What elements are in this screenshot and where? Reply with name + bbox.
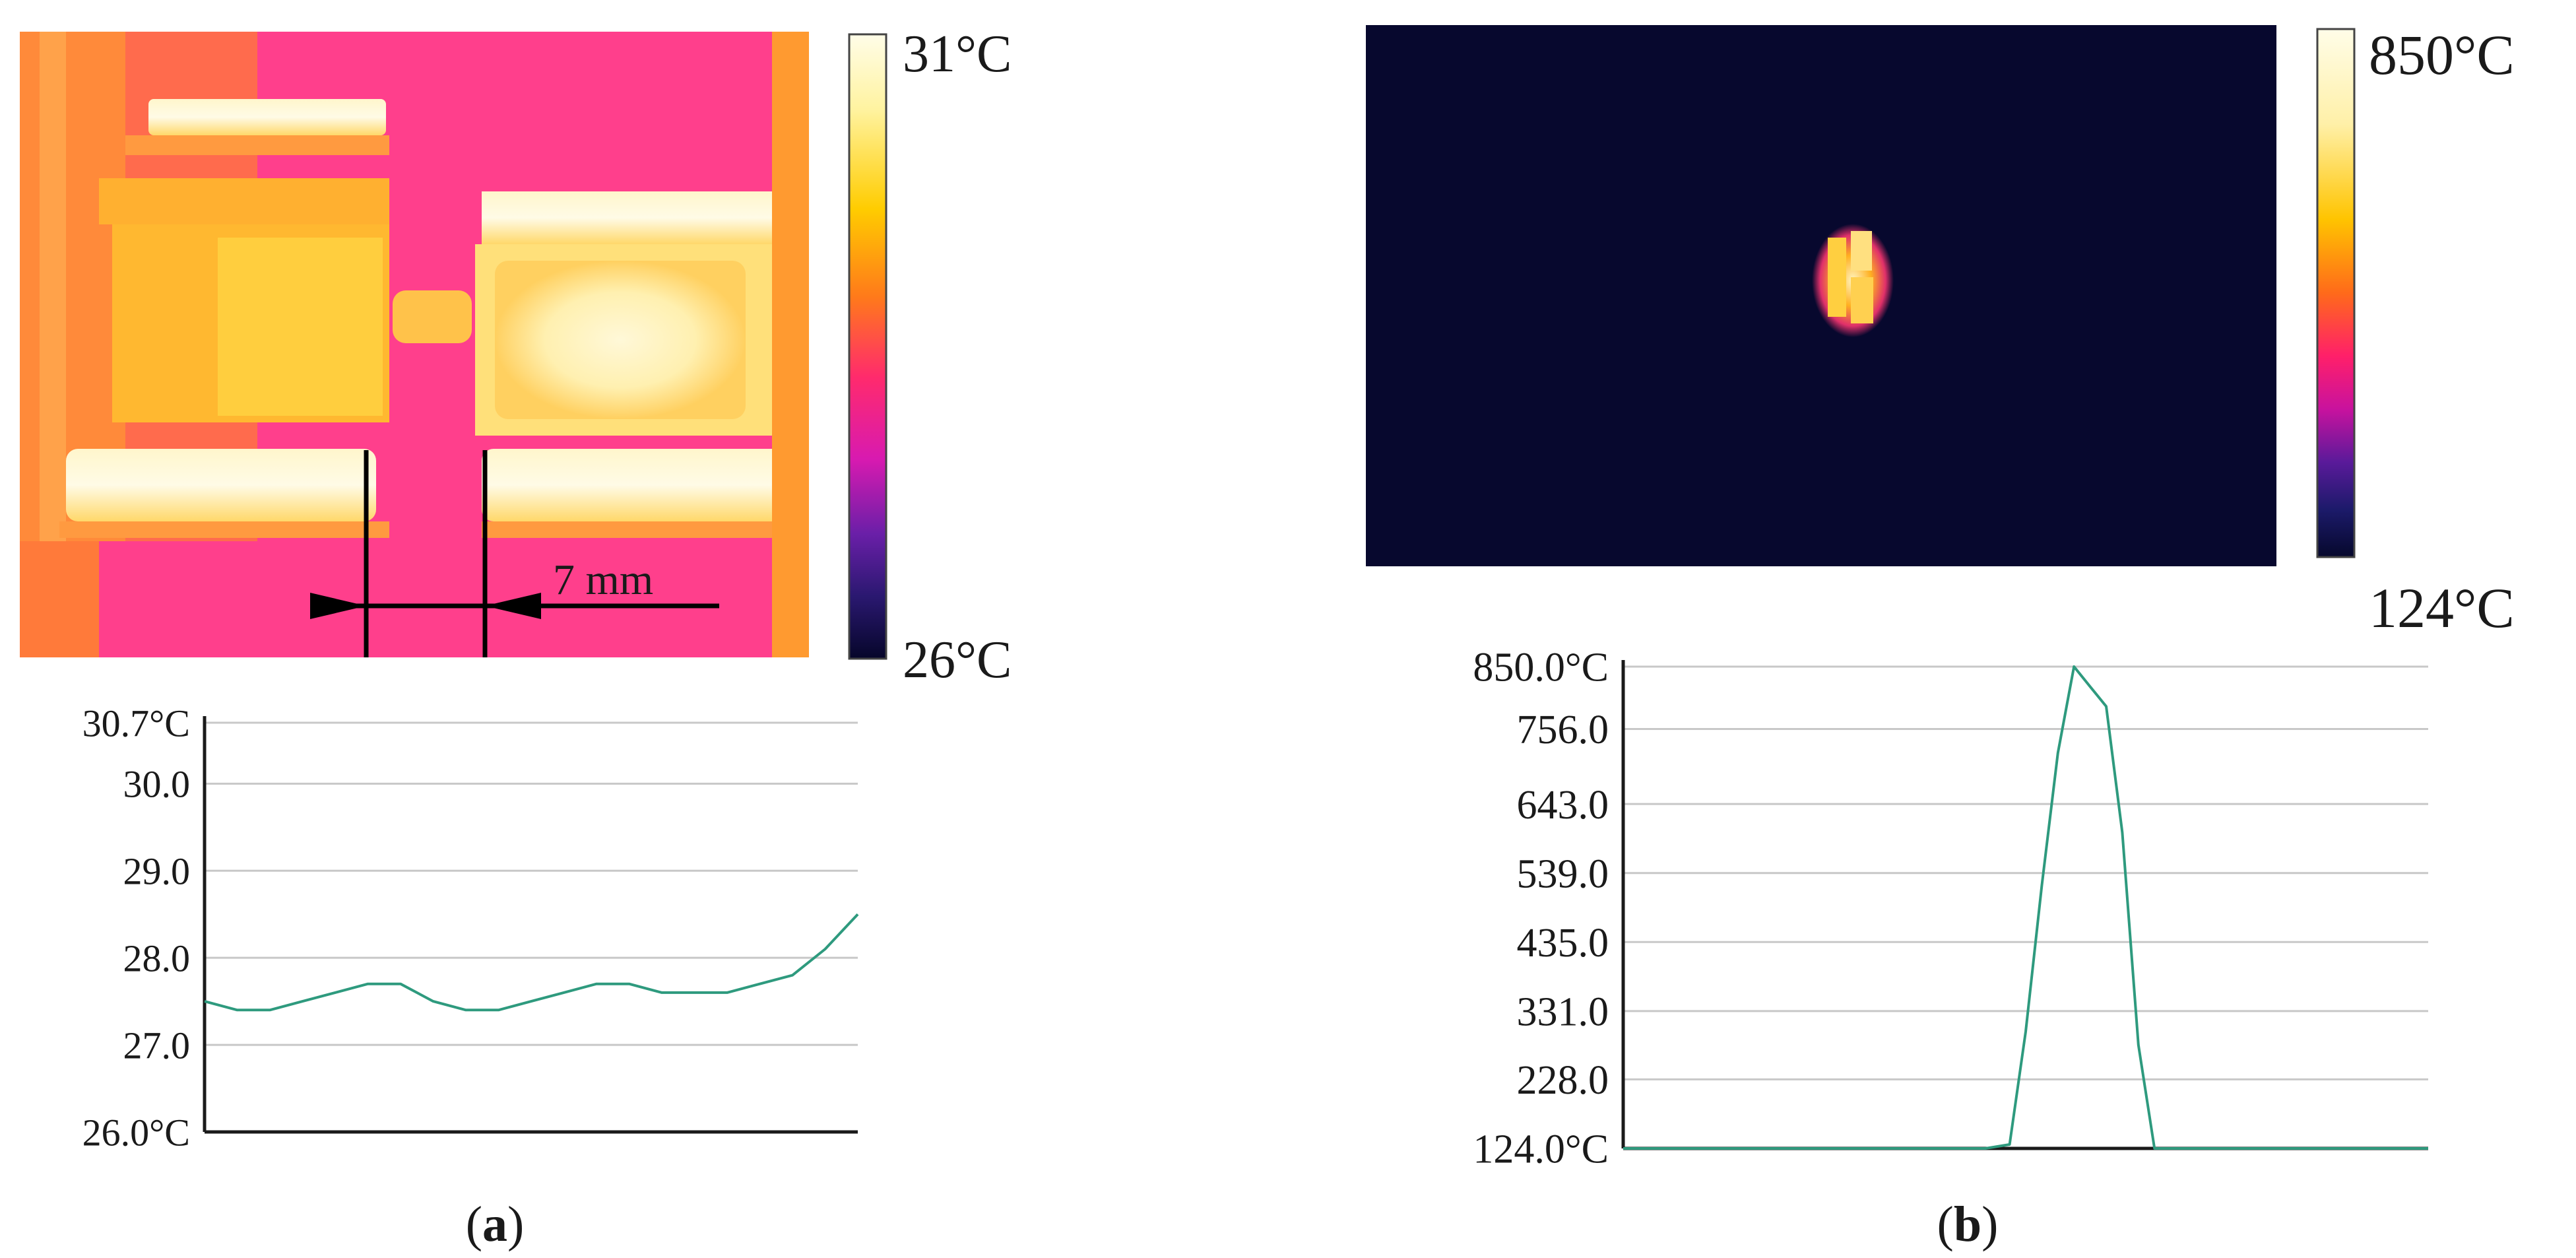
colorbar-a <box>848 33 887 660</box>
y-tick-label: 643.0 <box>1517 783 1609 828</box>
caption-a: (a) <box>466 1197 525 1252</box>
y-tick-label: 30.0 <box>123 763 191 806</box>
series-line <box>1623 665 2428 1150</box>
y-tick-label: 539.0 <box>1517 851 1609 896</box>
colorbar-a-min-label: 26°C <box>903 631 1012 689</box>
dimension-label: 7 mm <box>553 556 653 604</box>
y-tick-label: 228.0 <box>1517 1058 1609 1103</box>
line-chart-b: 850.0°C 756.0 643.0 539.0 435.0 331.0 228.0 124… <box>1473 646 2429 1172</box>
colorbar-b-max-label: 850°C <box>2369 23 2515 86</box>
y-tick-label: 756.0 <box>1517 708 1609 752</box>
colorbar-a-max-label: 31°C <box>903 25 1012 83</box>
thermal-image-b <box>1366 25 2276 566</box>
y-tick-label: 435.0 <box>1517 921 1609 966</box>
y-tick-label: 29.0 <box>123 850 191 893</box>
y-tick-label: 26.0°C <box>82 1111 190 1154</box>
colorbar-b-min-label: 124°C <box>2369 576 2515 640</box>
caption-b: (b) <box>1937 1197 1999 1252</box>
y-tick-label: 124.0°C <box>1473 1127 1609 1172</box>
dimension-marker <box>310 450 719 657</box>
y-tick-label: 30.7°C <box>82 702 190 745</box>
series-line <box>204 913 859 1012</box>
y-tick-label: 27.0 <box>123 1024 191 1067</box>
y-tick-label: 331.0 <box>1517 990 1609 1035</box>
thermal-image-a <box>20 32 809 657</box>
colorbar-b <box>2316 28 2356 558</box>
line-chart-a: 30.7°C 30.0 29.0 28.0 27.0 26.0°C <box>82 702 859 1154</box>
y-tick-label: 850.0°C <box>1473 646 1609 690</box>
y-tick-label: 28.0 <box>123 937 191 979</box>
